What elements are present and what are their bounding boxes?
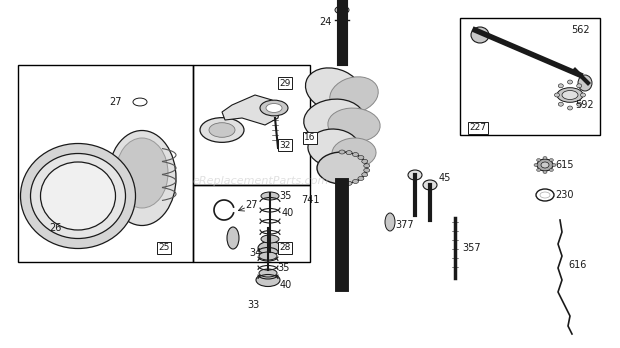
Bar xyxy=(18,65,193,262)
Text: 32: 32 xyxy=(280,141,291,150)
Ellipse shape xyxy=(543,157,547,159)
Text: 27: 27 xyxy=(108,97,122,107)
Ellipse shape xyxy=(537,159,553,171)
Text: eReplacementParts.com: eReplacementParts.com xyxy=(192,176,329,186)
Text: 40: 40 xyxy=(280,280,292,290)
Ellipse shape xyxy=(537,168,541,172)
Ellipse shape xyxy=(558,102,564,106)
Circle shape xyxy=(557,88,583,102)
Text: 35: 35 xyxy=(277,263,289,273)
Ellipse shape xyxy=(554,93,559,97)
Ellipse shape xyxy=(471,27,489,43)
Circle shape xyxy=(260,100,288,116)
Circle shape xyxy=(200,118,244,142)
Ellipse shape xyxy=(577,84,582,88)
Ellipse shape xyxy=(339,182,345,186)
Text: 592: 592 xyxy=(575,100,593,110)
Ellipse shape xyxy=(364,164,370,168)
Ellipse shape xyxy=(567,106,572,110)
Ellipse shape xyxy=(330,77,378,113)
Text: 741: 741 xyxy=(301,195,319,205)
Ellipse shape xyxy=(358,156,364,159)
Ellipse shape xyxy=(578,75,592,91)
Text: 45: 45 xyxy=(439,173,451,183)
Circle shape xyxy=(562,90,578,100)
Text: 25: 25 xyxy=(158,244,170,253)
Text: 230: 230 xyxy=(556,190,574,200)
Polygon shape xyxy=(222,95,280,125)
Text: 377: 377 xyxy=(396,220,414,230)
Ellipse shape xyxy=(261,235,279,243)
Ellipse shape xyxy=(364,168,370,172)
Ellipse shape xyxy=(227,227,239,249)
Ellipse shape xyxy=(335,6,349,14)
Ellipse shape xyxy=(423,180,437,190)
Ellipse shape xyxy=(558,84,564,88)
Text: 227: 227 xyxy=(469,124,487,133)
Ellipse shape xyxy=(258,242,282,254)
Bar xyxy=(193,65,310,185)
Ellipse shape xyxy=(108,130,176,226)
Ellipse shape xyxy=(256,274,280,286)
Text: 357: 357 xyxy=(463,243,481,253)
Text: 616: 616 xyxy=(569,260,587,270)
Ellipse shape xyxy=(552,164,556,166)
Ellipse shape xyxy=(358,176,364,181)
Ellipse shape xyxy=(353,152,358,157)
Ellipse shape xyxy=(534,164,538,166)
Ellipse shape xyxy=(317,152,367,184)
Text: 24: 24 xyxy=(319,17,331,27)
Ellipse shape xyxy=(346,181,352,185)
Ellipse shape xyxy=(549,159,554,161)
Bar xyxy=(460,18,600,135)
Ellipse shape xyxy=(116,138,168,208)
Ellipse shape xyxy=(346,151,352,155)
Text: 34: 34 xyxy=(249,248,261,258)
Text: 562: 562 xyxy=(570,25,590,35)
Ellipse shape xyxy=(304,99,365,141)
Ellipse shape xyxy=(577,102,582,106)
Ellipse shape xyxy=(353,180,358,183)
Ellipse shape xyxy=(361,173,368,177)
Ellipse shape xyxy=(339,150,345,154)
Ellipse shape xyxy=(40,162,115,230)
Ellipse shape xyxy=(361,159,368,163)
Text: 29: 29 xyxy=(280,79,291,87)
Ellipse shape xyxy=(580,93,585,97)
Ellipse shape xyxy=(328,108,380,142)
Ellipse shape xyxy=(259,269,277,277)
Text: 16: 16 xyxy=(304,134,316,142)
Text: 615: 615 xyxy=(556,160,574,170)
Ellipse shape xyxy=(20,143,136,248)
Ellipse shape xyxy=(30,153,125,238)
Circle shape xyxy=(209,123,235,137)
Ellipse shape xyxy=(306,68,363,112)
Text: 28: 28 xyxy=(280,244,291,253)
Ellipse shape xyxy=(408,170,422,180)
Ellipse shape xyxy=(308,129,360,167)
Ellipse shape xyxy=(332,138,376,168)
Circle shape xyxy=(266,103,282,112)
Text: 33: 33 xyxy=(247,300,259,310)
Ellipse shape xyxy=(261,192,279,200)
Ellipse shape xyxy=(543,171,547,174)
Text: 27: 27 xyxy=(246,200,259,210)
Ellipse shape xyxy=(541,162,549,168)
Ellipse shape xyxy=(567,80,572,84)
Ellipse shape xyxy=(537,159,541,161)
Bar xyxy=(193,185,310,262)
Ellipse shape xyxy=(259,252,277,260)
Text: 35: 35 xyxy=(279,191,291,201)
Ellipse shape xyxy=(549,168,554,172)
Text: 40: 40 xyxy=(282,208,294,218)
Ellipse shape xyxy=(385,213,395,231)
Text: 26: 26 xyxy=(49,223,61,233)
